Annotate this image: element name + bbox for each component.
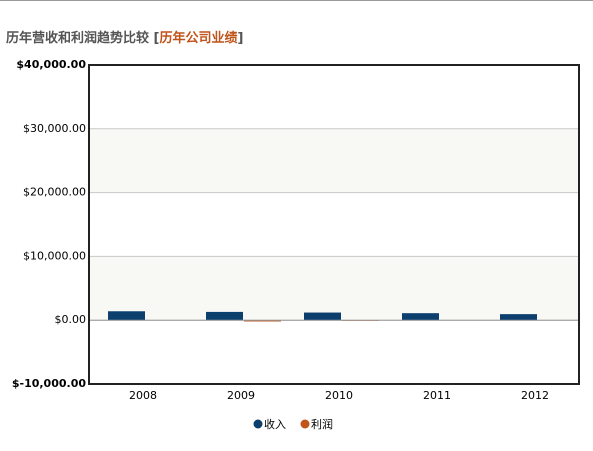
bar	[500, 314, 537, 321]
title: 历年营收和利润趋势比较	[6, 31, 150, 46]
y-tick-label: $20,000.00	[23, 186, 86, 199]
y-tick-label: $40,000.00	[16, 58, 86, 71]
plot-border	[88, 64, 580, 385]
x-tick-label: 2011	[423, 389, 451, 402]
legend-label: 收入	[264, 417, 286, 431]
x-tick-label: 2010	[325, 389, 353, 402]
legend-label: 利润	[311, 417, 333, 431]
y-tick-label: $-10,000.00	[12, 377, 86, 390]
bracket: ]	[237, 31, 244, 46]
legend-marker	[300, 419, 310, 429]
x-tick-label: 2012	[521, 389, 549, 402]
header: 历年营收和利润趋势比较 [历年公司业绩]	[6, 27, 243, 46]
y-tick-label: $30,000.00	[23, 122, 86, 135]
bar	[304, 312, 341, 321]
bar	[402, 313, 439, 321]
bar	[206, 311, 243, 321]
x-tick-label: 2008	[129, 389, 157, 402]
grid-band	[89, 256, 579, 321]
y-tick-label: $10,000.00	[23, 249, 86, 262]
grid-band	[89, 128, 579, 193]
top-border	[0, 0, 593, 1]
y-tick-label: $0.00	[55, 313, 87, 326]
bracket: [	[153, 31, 160, 46]
legend-marker	[253, 419, 263, 429]
bar	[244, 320, 281, 322]
x-tick-label: 2009	[227, 389, 255, 402]
company-link[interactable]: 历年公司业绩	[159, 31, 238, 46]
bar	[108, 311, 145, 321]
